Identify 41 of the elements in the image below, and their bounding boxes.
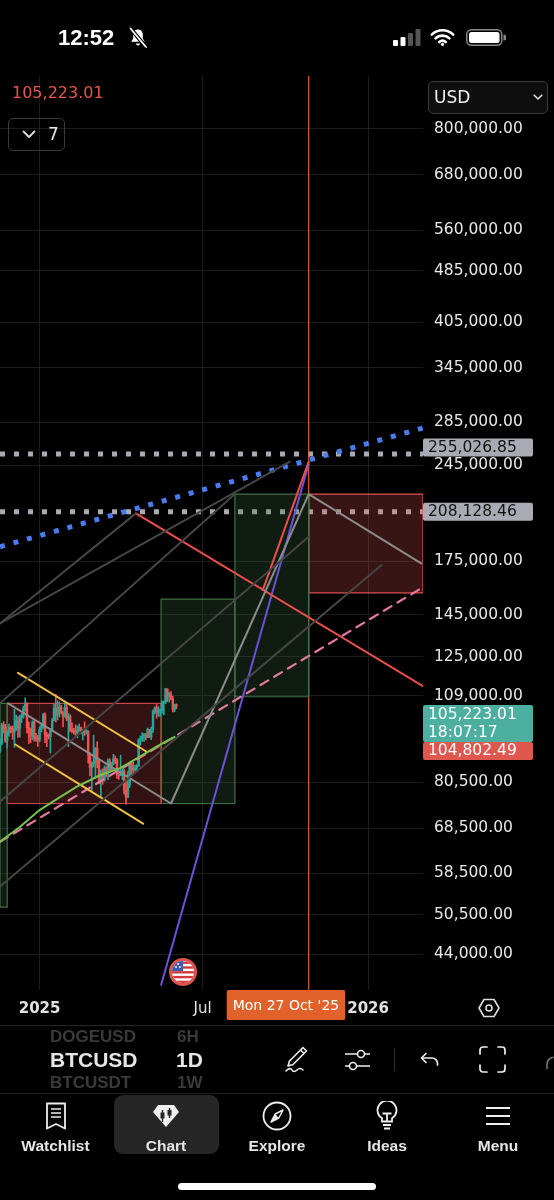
text: Watchlist xyxy=(21,1137,90,1155)
y-tick-label: 345,000.00 xyxy=(434,357,523,376)
y-tick-label: 285,000.00 xyxy=(434,412,523,431)
text: Menu xyxy=(477,1137,519,1155)
y-tick-label: 485,000.00 xyxy=(434,261,523,279)
y-tick-label: 58,500.00 xyxy=(434,863,513,882)
text: 1D xyxy=(176,1048,203,1072)
y-tick-label: 245,000.00 xyxy=(434,455,523,474)
y-tick-label: 109,000.00 xyxy=(434,685,523,704)
text: Chart xyxy=(145,1137,187,1155)
text: Ideas xyxy=(367,1137,407,1155)
text: 1W xyxy=(177,1073,203,1092)
text: Explore xyxy=(248,1137,306,1155)
y-tick-label: 405,000.00 xyxy=(434,312,523,331)
y-tick-label: 800,000.00 xyxy=(434,118,523,137)
y-tick-label: 175,000.00 xyxy=(434,551,523,570)
annotation: 7 xyxy=(48,124,59,144)
y-tick-label: 560,000.00 xyxy=(434,220,523,239)
y-tick-label: 80,500.00 xyxy=(434,772,513,791)
y-tick-label: 145,000.00 xyxy=(434,604,523,623)
ref-line-label: 255,026.85 xyxy=(428,437,517,456)
text: BTCUSDT xyxy=(50,1073,132,1092)
ref-line-label: 208,128.46 xyxy=(428,502,517,521)
x-tick-label: 2025 xyxy=(18,998,61,1017)
y-tick-label: 125,000.00 xyxy=(434,646,523,665)
text: DOGEUSD xyxy=(50,1027,136,1046)
text: USD xyxy=(434,87,471,107)
text: 104,802.49 xyxy=(428,741,517,760)
x-tick-label: 2026 xyxy=(347,998,389,1017)
y-tick-label: 680,000.00 xyxy=(434,164,523,183)
text: 105,223.01 xyxy=(428,704,517,723)
text: BTCUSD xyxy=(50,1048,138,1072)
annotation: 105,223.01 xyxy=(12,83,104,103)
y-tick-label: 44,000.00 xyxy=(434,944,513,963)
x-tick-label: Jul xyxy=(192,998,212,1017)
y-tick-label: 68,500.00 xyxy=(434,818,513,837)
text: 18:07:17 xyxy=(428,722,498,741)
y-tick-label: 50,500.00 xyxy=(434,905,513,923)
text: 12:52 xyxy=(58,25,115,51)
text: 6H xyxy=(177,1027,199,1046)
ref-line-label: Mon 27 Oct '25 xyxy=(232,996,340,1013)
